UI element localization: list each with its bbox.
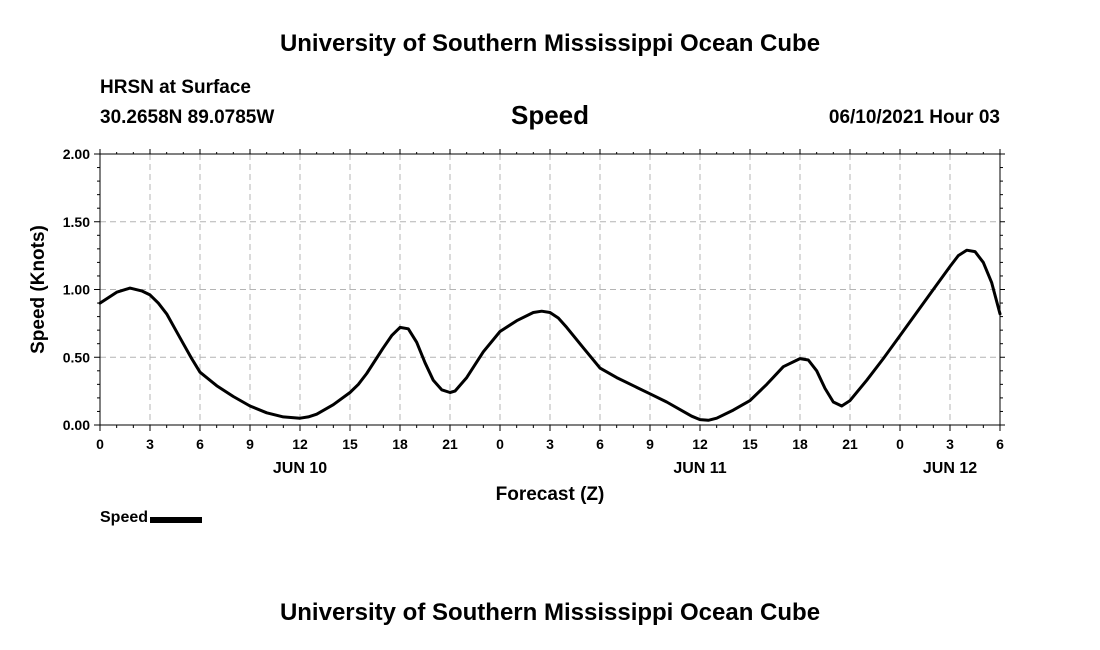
y-tick-label: 0.50 [63,349,90,365]
x-tick-label: 12 [692,436,708,452]
x-tick-label: 18 [792,436,808,452]
x-tick-label: 9 [246,436,254,452]
x-tick-label: 6 [196,436,204,452]
legend-label: Speed [100,509,149,526]
axis-labels: 0 3 6 9 12 15 18 21 0 3 6 9 12 15 18 21 0 3 6 0.00 0.50 1.00 1… [28,146,1004,505]
x-tick-label: 15 [742,436,758,452]
x-day-label: JUN 10 [273,460,327,477]
page-title: University of Southern Mississippi Ocean… [279,30,821,57]
x-tick-label: 9 [646,436,654,452]
y-tick-label: 1.50 [63,214,90,230]
y-tick-label: 2.00 [63,146,90,162]
legend: Speed [100,509,203,527]
series-line-speed [98,248,1002,422]
y-axis-title: Speed (Knots) [28,225,49,354]
x-tick-label: 0 [496,436,504,452]
legend-line-swatch [150,516,203,523]
footer-title: University of Southern Mississippi Ocean… [279,599,821,626]
x-day-label: JUN 11 [673,460,726,477]
grid-layer [100,154,1000,425]
x-tick-label: 0 [96,436,104,452]
x-tick-label: 3 [146,436,154,452]
coordinates-label: 30.2658N 89.0785W [100,107,275,128]
x-tick-label: 21 [442,436,458,452]
x-tick-label: 15 [342,436,358,452]
x-day-label: JUN 12 [923,460,977,477]
x-tick-label: 0 [896,436,904,452]
x-tick-label: 3 [946,436,954,452]
datetime-label: 06/10/2021 Hour 03 [828,107,1000,128]
x-axis-title: Forecast (Z) [496,484,605,505]
station-label: HRSN at Surface [100,77,251,98]
series-layer [98,248,1002,422]
x-tick-label: 18 [392,436,408,452]
x-tick-label: 3 [546,436,554,452]
x-tick-label: 6 [996,436,1004,452]
chart-title: Speed [510,100,590,130]
y-tick-label: 1.00 [63,282,90,298]
x-tick-label: 6 [596,436,604,452]
tick-layer [94,149,1005,431]
x-tick-label: 12 [292,436,308,452]
y-tick-label: 0.00 [63,417,90,433]
x-tick-label: 21 [842,436,858,452]
